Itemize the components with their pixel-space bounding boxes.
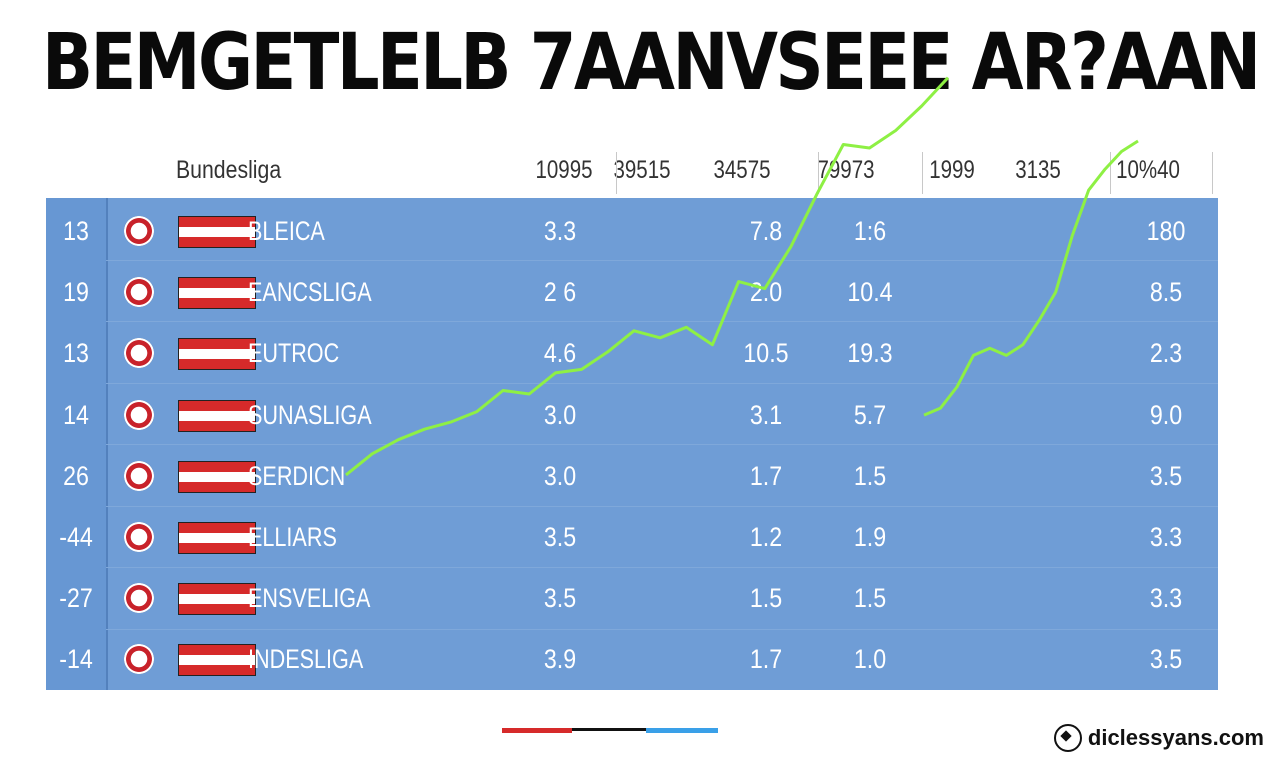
stat-cell: 1.5: [853, 583, 887, 614]
page-title: BEMGETLELB 7AANVSEEE AR?AAN: [42, 18, 1261, 108]
stat-cell: 3.5: [1149, 644, 1183, 675]
column-separator: [818, 152, 819, 194]
stat-cell: 1:6: [853, 216, 887, 246]
club-badge-icon: [124, 583, 154, 614]
stat-cell: 2.3: [1149, 338, 1183, 369]
club-badge-icon: [124, 277, 154, 308]
club-badge-icon: [124, 522, 154, 552]
rank-cell: 19: [63, 277, 89, 308]
stat-cell: 10.5: [743, 338, 789, 369]
stat-cell: 5.7: [853, 399, 887, 430]
team-name[interactable]: ENSVELIGA: [248, 583, 371, 614]
row-divider: [106, 259, 1218, 261]
column-header: 3135: [1015, 156, 1061, 184]
footer-brand[interactable]: diclessyans.com: [1053, 724, 1264, 752]
stat-cell: 3.1: [749, 399, 783, 430]
flag-icon: [178, 460, 256, 493]
team-name[interactable]: BLEICA: [248, 216, 325, 246]
rank-cell: -14: [59, 644, 93, 675]
stat-cell: 19.3: [847, 338, 893, 369]
row-divider: [106, 567, 1218, 568]
column-separator: [1110, 152, 1111, 194]
stat-cell: 1.9: [853, 522, 887, 552]
stat-cell: 3.3: [1149, 583, 1183, 614]
stat-cell: 3.5: [543, 522, 577, 552]
stat-cell: 1.7: [749, 644, 783, 675]
stat-cell: 1.5: [853, 460, 887, 491]
legend-red-bar: [502, 728, 572, 733]
column-separator: [616, 152, 617, 194]
legend-blue-bar: [646, 728, 718, 733]
team-name[interactable]: INDESLIGA: [248, 644, 364, 675]
stat-cell: 1.5: [749, 583, 783, 614]
stat-cell: 3.0: [543, 399, 577, 430]
flag-icon: [178, 583, 256, 616]
ball-icon: [1053, 724, 1082, 752]
flag-icon: [178, 277, 256, 310]
rank-cell: 26: [63, 460, 89, 491]
club-badge-icon: [124, 460, 154, 491]
stat-cell: 1.0: [853, 644, 887, 675]
stat-cell: 3.5: [1149, 460, 1183, 491]
row-divider: [106, 382, 1218, 384]
rank-cell: 13: [63, 216, 89, 246]
column-header: 10995: [535, 156, 593, 184]
row-divider: [106, 628, 1218, 630]
rank-cell: 14: [63, 399, 89, 430]
stat-cell: 1.7: [749, 460, 783, 491]
footer-text: diclessyans.com: [1087, 725, 1264, 750]
column-separator: [922, 152, 923, 194]
column-separator: [1212, 152, 1213, 194]
rank-cell: -27: [59, 583, 93, 614]
club-badge-icon: [124, 338, 154, 369]
league-header: Bundesliga: [176, 156, 282, 184]
club-badge-icon: [124, 644, 154, 675]
club-badge-icon: [124, 399, 154, 430]
flag-icon: [178, 644, 256, 677]
stat-cell: 3.3: [1149, 522, 1183, 552]
stat-cell: 4.6: [543, 338, 577, 369]
column-header: 10%40: [1116, 156, 1180, 184]
team-name[interactable]: EANCSLIGA: [248, 277, 372, 308]
legend-black-bar: [572, 728, 646, 731]
stat-cell: 7.8: [749, 216, 783, 246]
flag-icon: [178, 522, 256, 554]
stat-cell: 3.3: [543, 216, 577, 246]
stat-cell: 3.9: [543, 644, 577, 675]
column-header: 39515: [613, 156, 671, 184]
flag-icon: [178, 338, 256, 371]
stat-cell: 8.5: [1149, 277, 1183, 308]
team-name[interactable]: SUNASLIGA: [248, 399, 372, 430]
stat-cell: 1.2: [749, 522, 783, 552]
flag-icon: [178, 216, 256, 248]
team-name[interactable]: SERDICN: [248, 460, 346, 491]
row-divider: [106, 505, 1218, 507]
club-badge-icon: [124, 216, 154, 246]
rank-cell: -44: [59, 522, 93, 552]
stat-cell: 180: [1146, 216, 1186, 246]
team-name[interactable]: EUTROC: [248, 338, 340, 369]
row-divider: [106, 321, 1218, 322]
stat-cell: 2 6: [543, 277, 577, 308]
stat-cell: 9.0: [1149, 399, 1183, 430]
stat-cell: 10.4: [847, 277, 893, 308]
rank-cell: 13: [63, 338, 89, 369]
column-header: 1999: [929, 156, 975, 184]
stat-cell: 3.0: [543, 460, 577, 491]
stat-cell: 3.5: [543, 583, 577, 614]
flag-icon: [178, 399, 256, 432]
column-header: 79973: [817, 156, 875, 184]
stat-cell: 2.0: [749, 277, 783, 308]
column-header: 34575: [713, 156, 771, 184]
row-divider: [106, 444, 1218, 445]
team-name[interactable]: ELLIARS: [248, 522, 337, 552]
